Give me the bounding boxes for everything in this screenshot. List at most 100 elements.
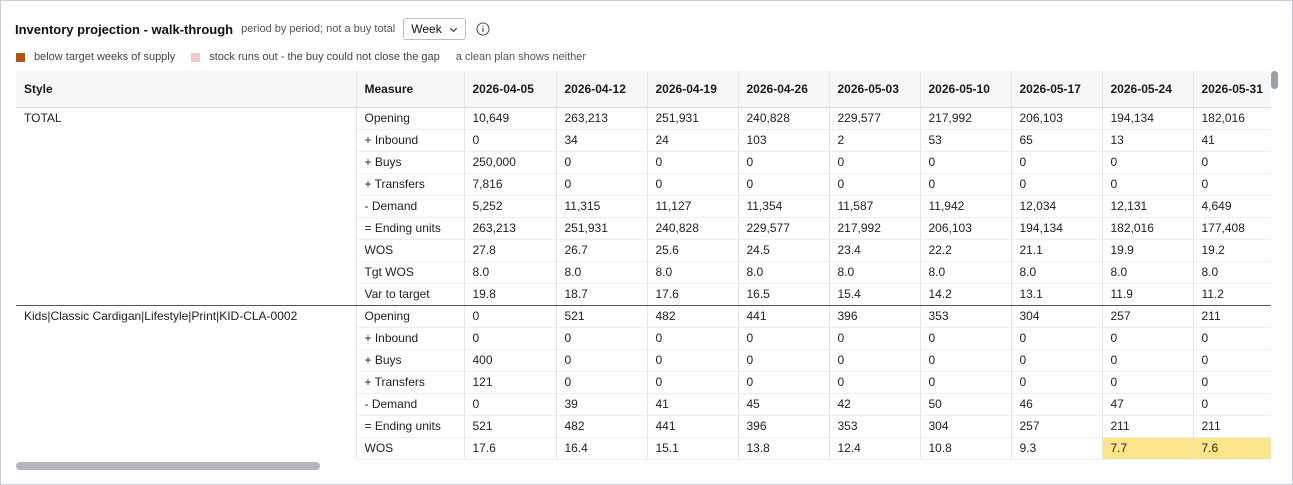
- value-cell: 304: [1011, 305, 1103, 328]
- table-row: WOS 17.6 16.4 15.1 13.8 12.4 10.8 9.3 7.7 7.6: [16, 437, 1271, 460]
- value-cell: 0: [556, 327, 648, 350]
- value-cell: 15.1: [647, 437, 739, 460]
- measure-cell: = Ending units: [356, 415, 465, 438]
- vertical-scrollbar-thumb[interactable]: [1271, 71, 1278, 89]
- legend-swatch-below-target: [16, 52, 25, 62]
- value-cell: 0: [738, 151, 830, 174]
- period-select[interactable]: Week: [403, 18, 466, 40]
- column-header-period[interactable]: 2026-04-12: [556, 71, 648, 108]
- value-cell: 8.0: [1193, 261, 1271, 284]
- horizontal-scrollbar-thumb[interactable]: [16, 462, 320, 470]
- column-header-period[interactable]: 2026-05-10: [920, 71, 1012, 108]
- value-cell: 22.2: [920, 239, 1012, 262]
- column-header-period[interactable]: 2026-05-03: [829, 71, 921, 108]
- value-cell: 211: [1193, 305, 1271, 328]
- measure-cell: WOS: [356, 239, 465, 262]
- style-cell: [16, 151, 357, 173]
- measure-cell: Var to target: [356, 283, 465, 306]
- column-header-period[interactable]: 2026-05-24: [1102, 71, 1194, 108]
- value-cell: 11,127: [647, 195, 739, 218]
- value-cell: 0: [464, 305, 557, 328]
- measure-cell: + Buys: [356, 349, 465, 372]
- value-cell: 26.7: [556, 239, 648, 262]
- value-cell: 182,016: [1193, 107, 1271, 130]
- value-cell: 396: [829, 305, 921, 328]
- table-row: Tgt WOS 8.0 8.0 8.0 8.0 8.0 8.0 8.0 8.0 8.0: [16, 261, 1271, 284]
- value-cell: 206,103: [1011, 107, 1103, 130]
- table-row: Kids|Classic Cardigan|Lifestyle|Print|KI…: [16, 305, 1271, 328]
- value-cell: 396: [738, 415, 830, 438]
- column-header-period[interactable]: 2026-05-17: [1011, 71, 1103, 108]
- value-cell: 12,034: [1011, 195, 1103, 218]
- value-cell: 7,816: [464, 173, 557, 196]
- measure-cell: + Inbound: [356, 327, 465, 350]
- projection-grid[interactable]: Style Measure 2026-04-05 2026-04-12 2026-04-…: [16, 71, 1271, 461]
- value-cell: 65: [1011, 129, 1103, 152]
- column-header-period[interactable]: 2026-04-19: [647, 71, 739, 108]
- value-cell: 8.0: [829, 261, 921, 284]
- style-cell: [16, 283, 357, 306]
- value-cell: 263,213: [464, 217, 557, 240]
- value-cell: 11,354: [738, 195, 830, 218]
- value-cell: 194,134: [1102, 107, 1194, 130]
- value-cell: 14.2: [920, 283, 1012, 306]
- value-cell: 0: [1011, 173, 1103, 196]
- value-cell: 0: [1011, 151, 1103, 174]
- value-cell: 0: [1102, 327, 1194, 350]
- horizontal-scrollbar[interactable]: [16, 462, 1271, 470]
- table-row: = Ending units 263,213 251,931 240,828 229,5…: [16, 217, 1271, 240]
- value-cell: 0: [738, 173, 830, 196]
- value-cell: 521: [556, 305, 648, 328]
- value-cell: 21.1: [1011, 239, 1103, 262]
- value-cell: 441: [738, 305, 830, 328]
- value-cell: 0: [738, 371, 830, 394]
- value-cell: 0: [738, 327, 830, 350]
- value-cell: 0: [647, 173, 739, 196]
- measure-cell: Opening: [356, 305, 465, 328]
- value-cell: 17.6: [647, 283, 739, 306]
- column-header-period[interactable]: 2026-04-26: [738, 71, 830, 108]
- value-cell: 0: [829, 371, 921, 394]
- column-header-period[interactable]: 2026-05-31: [1193, 71, 1271, 108]
- measure-cell: WOS: [356, 437, 465, 460]
- column-header-measure[interactable]: Measure: [356, 71, 465, 108]
- style-cell: [16, 327, 357, 349]
- value-cell: 257: [1011, 415, 1103, 438]
- style-cell: [16, 371, 357, 393]
- value-cell: 50: [920, 393, 1012, 416]
- value-cell: 182,016: [1102, 217, 1194, 240]
- value-cell: 42: [829, 393, 921, 416]
- value-cell: 47: [1102, 393, 1194, 416]
- value-cell: 251,931: [556, 217, 648, 240]
- info-circle-icon[interactable]: [476, 22, 490, 36]
- value-cell: 217,992: [920, 107, 1012, 130]
- vertical-scrollbar[interactable]: [1271, 71, 1278, 461]
- value-cell: 13.1: [1011, 283, 1103, 306]
- legend-note: a clean plan shows neither: [455, 51, 587, 63]
- style-cell: [16, 173, 357, 195]
- panel-title: Inventory projection - walk-through: [15, 21, 234, 37]
- value-cell: 194,134: [1011, 217, 1103, 240]
- table-row: TOTAL Opening 10,649 263,213 251,931 240,828 2…: [16, 107, 1271, 130]
- panel-subtitle: period by period; not a buy total: [241, 23, 396, 35]
- column-header-style[interactable]: Style: [16, 71, 357, 108]
- value-cell: 0: [1193, 371, 1271, 394]
- value-cell: 8.0: [647, 261, 739, 284]
- style-cell: TOTAL: [16, 107, 357, 129]
- value-cell: 177,408: [1193, 217, 1271, 240]
- value-cell: 27.8: [464, 239, 557, 262]
- value-cell: 482: [556, 415, 648, 438]
- value-cell: 211: [1193, 415, 1271, 438]
- value-cell: 10.8: [920, 437, 1012, 460]
- value-cell: 0: [1011, 371, 1103, 394]
- measure-cell: + Transfers: [356, 371, 465, 394]
- value-cell: 0: [738, 349, 830, 372]
- projection-table: Style Measure 2026-04-05 2026-04-12 2026-04-…: [16, 71, 1271, 460]
- measure-cell: Opening: [356, 107, 465, 130]
- value-cell: 18.7: [556, 283, 648, 306]
- value-cell: 0: [647, 349, 739, 372]
- column-header-period[interactable]: 2026-04-05: [464, 71, 557, 108]
- value-cell: 0: [829, 173, 921, 196]
- value-cell: 521: [464, 415, 557, 438]
- value-cell: 0: [829, 327, 921, 350]
